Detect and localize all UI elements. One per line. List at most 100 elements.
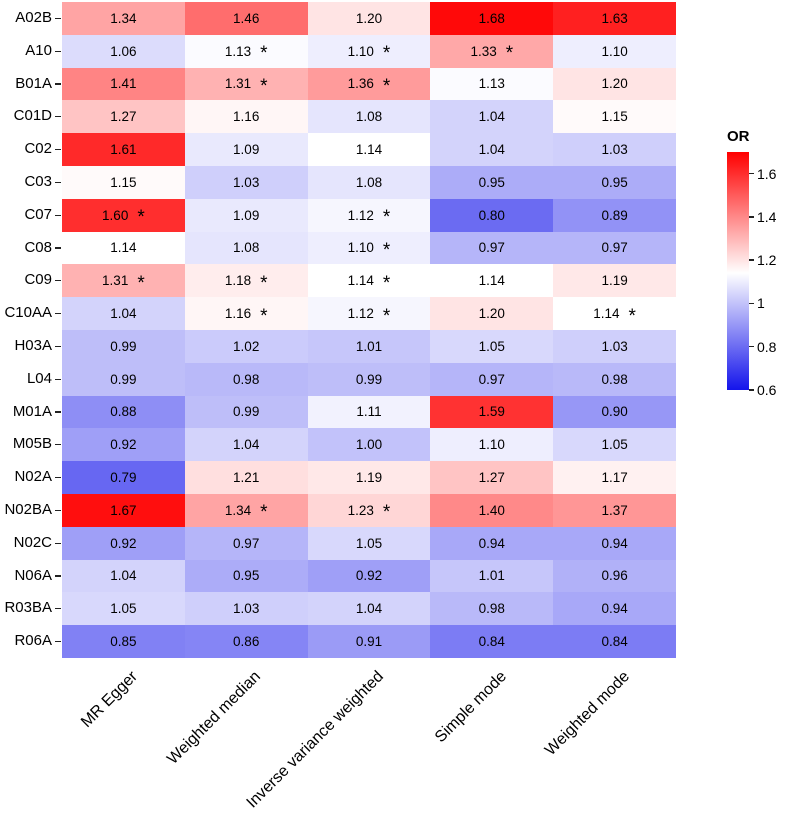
cell-value: 1.04 xyxy=(478,109,505,125)
heatmap-cell: 0.94 xyxy=(553,592,676,626)
cell-value: 1.05 xyxy=(110,601,137,617)
colorbar-tick-label: 1 xyxy=(757,295,765,312)
row-label-b01a: B01A xyxy=(15,74,52,92)
heatmap-cell: 1.09 xyxy=(184,133,308,166)
heatmap-cell: 1.20 xyxy=(307,2,431,35)
cell-value: 0.90 xyxy=(601,404,628,420)
cell-value: 0.92 xyxy=(110,535,137,551)
heatmap-cell: 1.04 xyxy=(430,100,554,134)
heatmap-cell: 1.05 xyxy=(553,428,676,462)
cell-value: 0.97 xyxy=(478,371,505,387)
heatmap-cell: 1.04 xyxy=(62,297,185,330)
cell-value: 0.98 xyxy=(233,371,260,387)
cell-value: 1.41 xyxy=(110,76,137,92)
cell-value: 0.98 xyxy=(601,371,628,387)
cell-value: 1.13 xyxy=(478,76,505,92)
cell-value: 1.31 xyxy=(102,273,129,289)
cell-value: 1.34 xyxy=(110,10,137,26)
cell-value: 0.94 xyxy=(601,601,628,617)
heatmap-cell: 1.20 xyxy=(430,297,554,330)
cell-value: 1.00 xyxy=(355,437,383,453)
heatmap-cell: 0.97 xyxy=(553,231,676,265)
cell-value: 1.60 xyxy=(102,207,129,223)
heatmap-cell: 0.98 xyxy=(430,592,554,626)
row-label-c07: C07 xyxy=(24,205,52,223)
heatmap-cell: 1.09 xyxy=(184,198,308,232)
cell-value: 1.12 xyxy=(347,207,374,223)
heatmap-cell: 0.92 xyxy=(62,428,185,462)
cell-value: 0.95 xyxy=(233,568,260,584)
colorbar-tick xyxy=(749,172,754,175)
row-label-m05b: M05B xyxy=(12,435,52,453)
cell-value: 1.05 xyxy=(601,437,628,453)
heatmap-cell: 1.31 * xyxy=(62,264,185,298)
row-label-r03ba: R03BA xyxy=(4,599,52,617)
cell-value: 0.92 xyxy=(110,437,137,453)
cell-value: 1.27 xyxy=(110,109,137,125)
cell-value: 1.04 xyxy=(110,568,137,584)
heatmap-cell: 1.15 xyxy=(553,100,676,134)
cell-value: 1.01 xyxy=(355,338,383,354)
cell-value: 1.09 xyxy=(233,142,260,158)
heatmap-cell: 0.96 xyxy=(553,559,676,593)
heatmap-cell: 0.92 xyxy=(307,559,431,593)
heatmap-cell: 0.86 xyxy=(184,625,308,658)
row-label-c03: C03 xyxy=(24,173,52,190)
cell-value: 1.20 xyxy=(355,10,383,26)
heatmap-cell: 0.84 xyxy=(553,625,676,658)
heatmap-cell: 0.99 xyxy=(307,362,431,396)
cell-value: 1.67 xyxy=(110,502,137,518)
heatmap-cell: 1.10 xyxy=(553,34,676,68)
cell-value: 1.04 xyxy=(478,142,505,158)
cell-value: 1.36 xyxy=(347,76,374,92)
heatmap-cell: 0.90 xyxy=(553,395,676,429)
y-axis-tick xyxy=(55,17,61,20)
colorbar-tick-label: 1.6 xyxy=(757,165,777,182)
heatmap-cell: 1.14 xyxy=(307,133,431,166)
heatmap-cell: 0.95 xyxy=(184,559,308,593)
cell-value: 1.14 xyxy=(478,273,505,289)
cell-value: 0.95 xyxy=(478,174,505,190)
heatmap-cell: 0.97 xyxy=(430,231,554,265)
cell-value: 0.97 xyxy=(478,240,505,256)
cell-value: 1.59 xyxy=(478,404,505,420)
heatmap-cell: 1.05 xyxy=(307,526,431,560)
heatmap-cell: 1.10 * xyxy=(307,231,431,265)
heatmap-cell: 1.08 xyxy=(307,100,431,134)
row-label-c10aa: C10AA xyxy=(4,304,52,322)
heatmap-cell: 1.27 xyxy=(62,100,185,134)
heatmap-cell: 1.23 * xyxy=(307,493,431,527)
heatmap-cell: 1.34 xyxy=(62,2,185,35)
cell-value: 1.03 xyxy=(601,338,628,354)
cell-value: 1.34 xyxy=(224,502,252,518)
y-axis-tick xyxy=(55,345,61,348)
heatmap-cell: 1.59 xyxy=(430,395,554,429)
cell-value: 1.05 xyxy=(478,338,505,354)
cell-value: 0.85 xyxy=(110,634,137,650)
heatmap-cell: 1.63 xyxy=(553,2,676,35)
heatmap-cell: 1.04 xyxy=(62,559,185,593)
heatmap-cell: 1.04 xyxy=(430,133,554,166)
cell-value: 1.01 xyxy=(478,568,505,584)
heatmap-cell: 1.36 * xyxy=(307,67,431,101)
row-label-l04: L04 xyxy=(26,369,52,387)
cell-value: 1.33 xyxy=(470,43,497,59)
heatmap-cell: 1.18 * xyxy=(184,264,308,298)
colorbar-tick-label: 0.6 xyxy=(757,382,777,398)
heatmap-grid: 1.34 1.46 1.20 1.68 1.63 1.06 1.13 * 1.10 * 1.33 * 1… xyxy=(62,2,676,658)
heatmap-cell: 0.80 xyxy=(430,198,554,232)
heatmap-cell: 1.31 * xyxy=(184,67,308,101)
cell-value: 0.99 xyxy=(355,371,383,387)
heatmap-cell: 0.94 xyxy=(430,526,554,560)
cell-value: 1.09 xyxy=(233,207,260,223)
cell-value: 1.14 xyxy=(347,273,374,289)
heatmap-cell: 1.67 xyxy=(62,493,185,527)
y-axis-tick xyxy=(55,214,61,216)
cell-value: 0.86 xyxy=(233,634,260,650)
row-label-n02c: N02C xyxy=(13,533,52,551)
row-label-n06a: N06A xyxy=(14,566,52,584)
cell-value: 1.63 xyxy=(601,10,628,26)
heatmap-cell: 1.20 xyxy=(553,67,676,101)
heatmap-cell: 1.21 xyxy=(184,461,308,494)
cell-value: 1.16 xyxy=(224,306,252,322)
